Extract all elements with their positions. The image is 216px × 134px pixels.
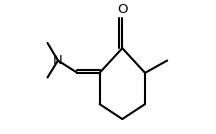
Text: O: O — [117, 3, 128, 16]
Text: N: N — [53, 54, 63, 67]
